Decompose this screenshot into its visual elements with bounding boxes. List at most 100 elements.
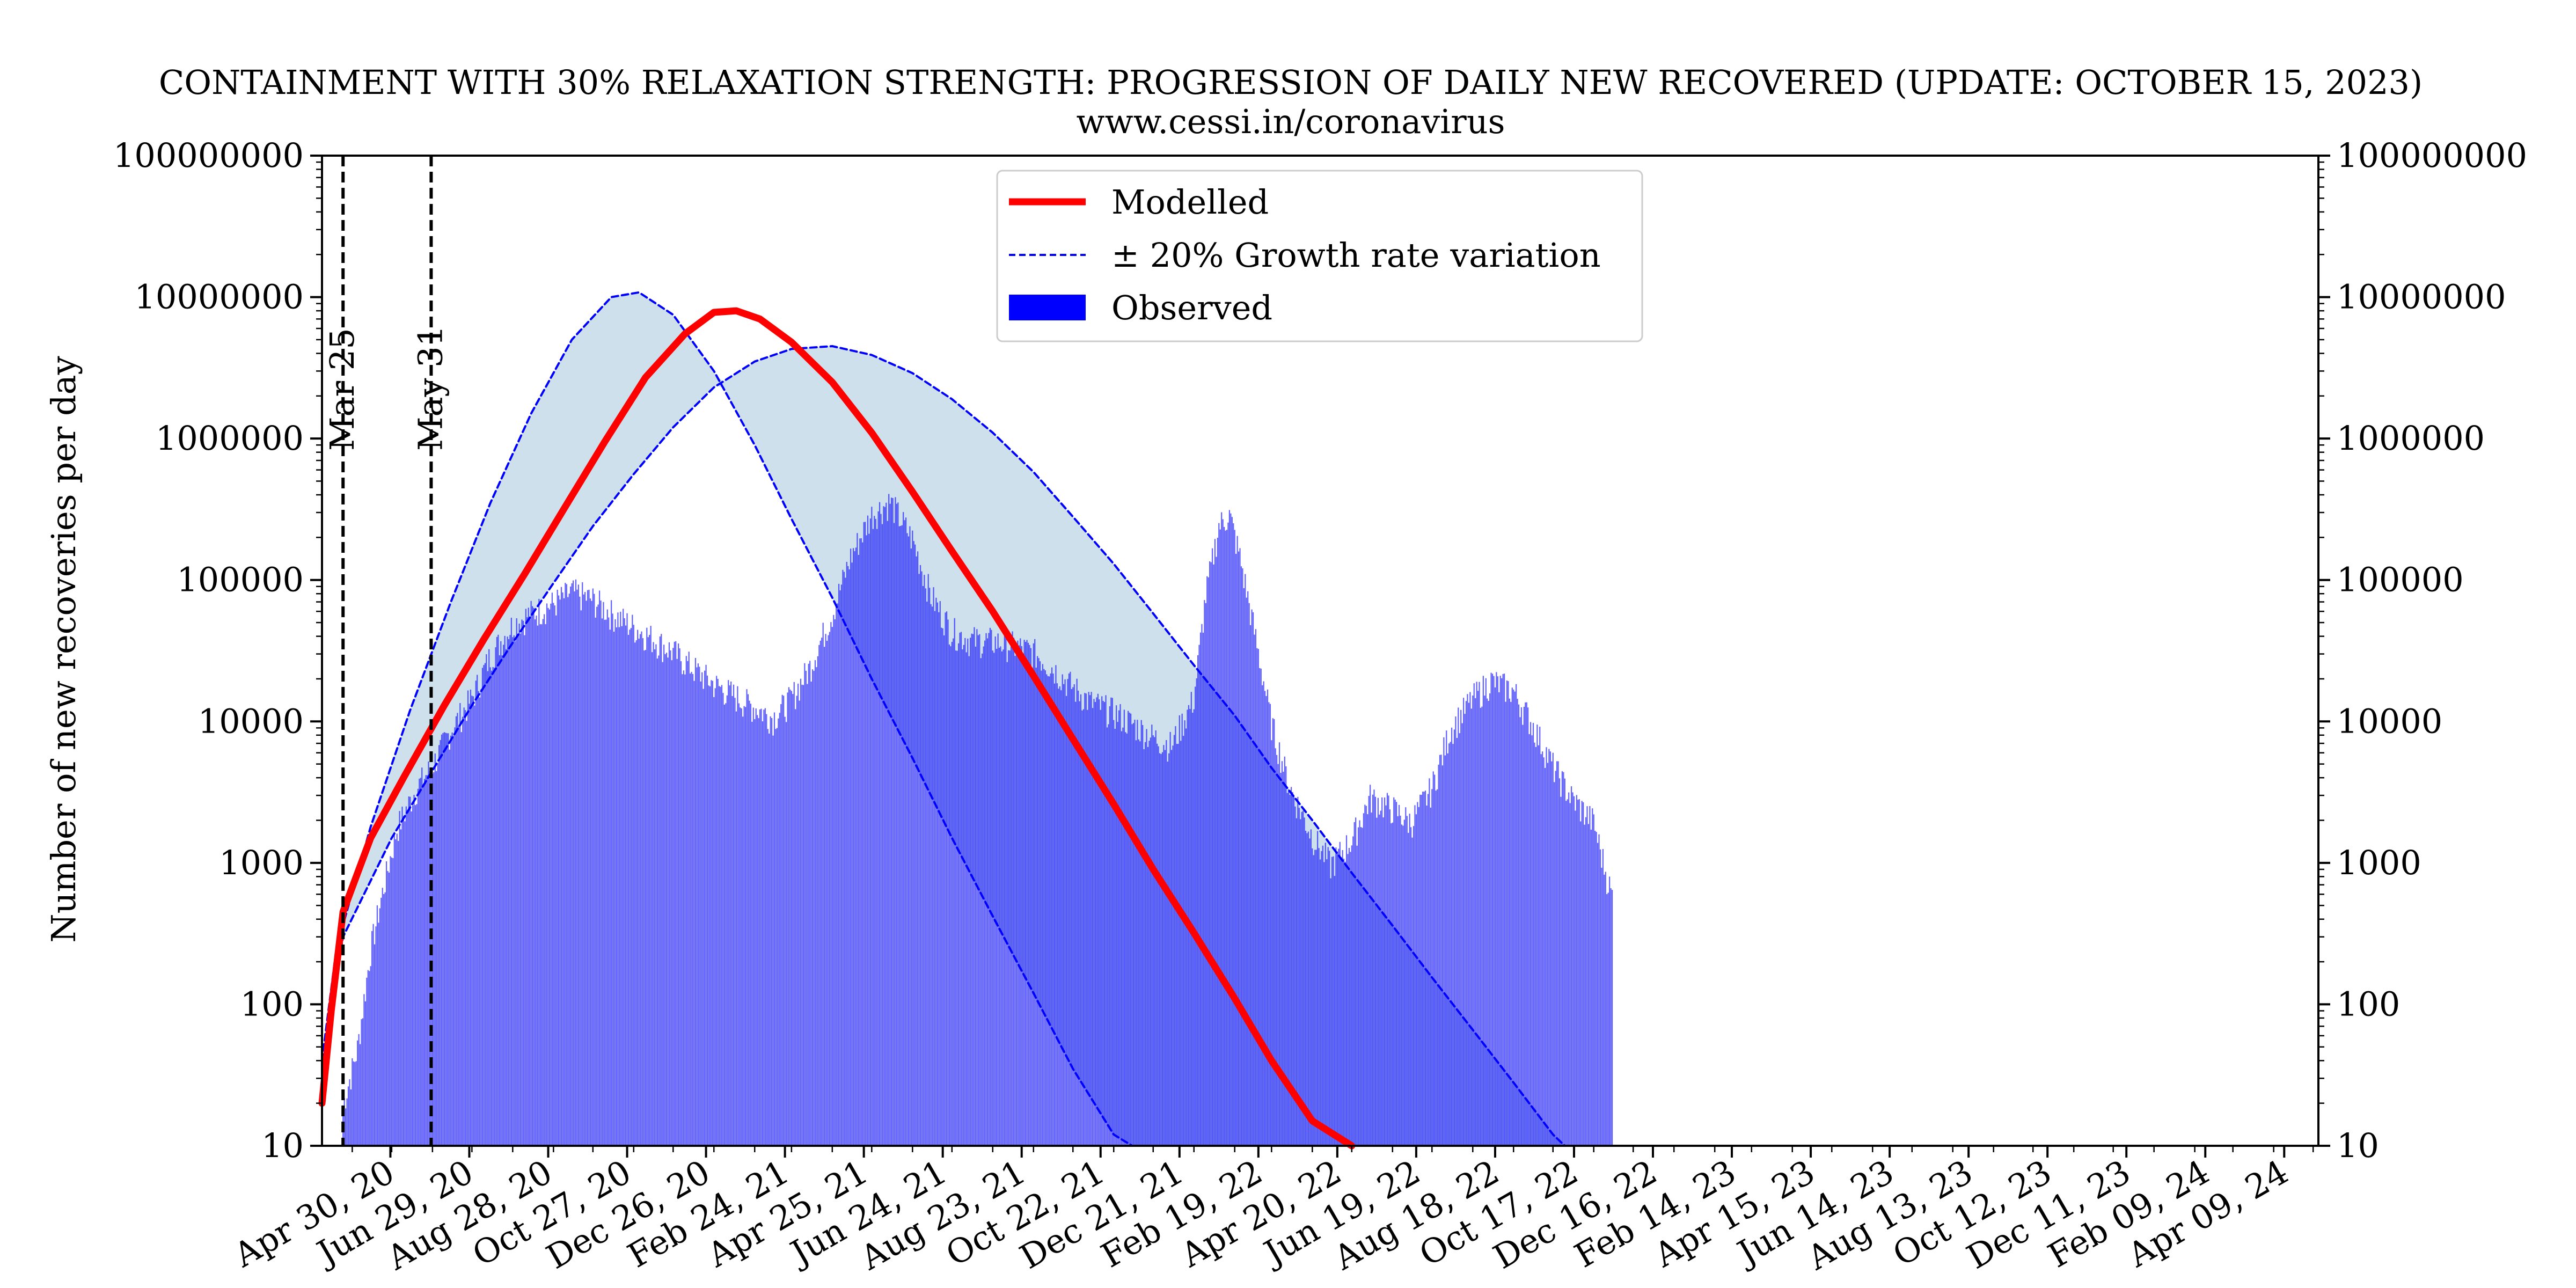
observed-bar	[580, 610, 582, 1146]
observed-bar	[764, 708, 766, 1146]
observed-bar	[1280, 773, 1282, 1146]
observed-bar	[1352, 836, 1354, 1146]
observed-bar	[1506, 680, 1508, 1146]
observed-bar	[1577, 800, 1579, 1146]
y-tick-label-right: 100000	[2337, 560, 2464, 599]
observed-bar	[930, 604, 932, 1146]
observed-bar	[597, 604, 599, 1146]
observed-bar	[787, 692, 788, 1146]
observed-bar	[501, 655, 503, 1146]
observed-bar	[1484, 696, 1485, 1146]
observed-bar	[864, 522, 866, 1146]
observed-bar	[1226, 530, 1228, 1146]
modelled-line	[318, 307, 1356, 1150]
observed-bar	[676, 658, 678, 1146]
observed-bar	[601, 618, 603, 1146]
observed-bar	[931, 606, 933, 1146]
observed-bar	[876, 529, 878, 1146]
observed-bar	[1427, 794, 1429, 1146]
observed-bar	[725, 703, 727, 1146]
observed-bar	[948, 644, 950, 1146]
observed-bar	[683, 670, 685, 1146]
observed-bar	[1312, 848, 1313, 1146]
observed-bar	[1480, 707, 1482, 1146]
observed-bar	[1570, 786, 1572, 1146]
observed-bar	[1573, 796, 1575, 1146]
observed-bar	[367, 970, 369, 1146]
observed-bar	[1389, 809, 1391, 1146]
observed-bar	[471, 696, 473, 1146]
observed-bar	[613, 632, 615, 1146]
observed-bar	[1198, 645, 1200, 1146]
observed-bar	[769, 733, 770, 1146]
observed-bar	[838, 583, 840, 1146]
observed-bar	[1268, 702, 1270, 1146]
observed-bar	[1151, 724, 1153, 1146]
observed-bar	[1419, 794, 1421, 1146]
observed-bar	[433, 772, 435, 1146]
observed-bar	[983, 646, 984, 1146]
observed-bar	[392, 858, 394, 1146]
observed-bar	[947, 619, 949, 1146]
observed-bar	[1522, 724, 1524, 1146]
observed-bar	[1034, 639, 1036, 1146]
observed-bar	[1058, 689, 1059, 1146]
observed-bar	[555, 615, 557, 1146]
observed-bar	[1204, 600, 1205, 1146]
observed-bar	[604, 620, 605, 1146]
observed-bar	[1276, 755, 1278, 1146]
observed-bar	[1243, 588, 1245, 1146]
observed-bar	[399, 811, 400, 1146]
observed-bar	[1459, 733, 1460, 1146]
observed-bar	[1519, 717, 1521, 1146]
vertical-line-label-1: Mar 25	[323, 328, 362, 451]
observed-bar	[1055, 665, 1057, 1146]
observed-bar	[1117, 722, 1118, 1146]
observed-bar	[1289, 795, 1291, 1146]
observed-bar	[986, 638, 989, 1146]
observed-bar	[1393, 797, 1395, 1146]
observed-bar	[1315, 850, 1317, 1146]
legend-box	[996, 170, 1643, 342]
observed-bar	[1313, 855, 1314, 1146]
observed-bar	[1017, 640, 1019, 1146]
observed-bar	[994, 636, 996, 1146]
observed-bar	[449, 749, 450, 1146]
observed-bar	[1160, 753, 1162, 1146]
observed-bar	[1376, 817, 1378, 1146]
observed-bar	[1015, 651, 1018, 1146]
observed-bar	[1020, 638, 1021, 1146]
observed-bar	[588, 589, 590, 1146]
observed-bar	[913, 541, 914, 1146]
series-lines	[318, 291, 1566, 1150]
observed-bar	[888, 494, 890, 1146]
observed-bar	[1272, 718, 1274, 1146]
observed-bar	[426, 775, 428, 1146]
y-tick-label-left: 100000000	[113, 136, 304, 175]
observed-bar	[1421, 794, 1422, 1146]
observed-bar	[956, 650, 958, 1146]
observed-bar	[480, 689, 482, 1146]
observed-bar	[1592, 808, 1593, 1146]
observed-bar	[1593, 814, 1594, 1146]
observed-bar	[1260, 668, 1262, 1146]
observed-bar	[1465, 701, 1467, 1146]
observed-bar	[1599, 849, 1601, 1146]
observed-bar	[1360, 827, 1362, 1146]
observed-bar	[749, 700, 750, 1146]
observed-bar	[728, 680, 729, 1146]
observed-bar	[1343, 858, 1345, 1146]
observed-bar	[1347, 854, 1349, 1146]
observed-bar	[398, 840, 399, 1146]
observed-bar	[1590, 829, 1592, 1146]
observed-bar	[1096, 697, 1097, 1146]
observed-bar	[611, 600, 612, 1146]
observed-bar	[1350, 852, 1351, 1146]
observed-bar	[521, 619, 523, 1146]
observed-bar	[1142, 724, 1144, 1146]
observed-bar	[1027, 642, 1029, 1146]
observed-bar	[1329, 851, 1330, 1146]
observed-bar	[1211, 548, 1213, 1146]
observed-bar	[419, 778, 420, 1146]
observed-bar	[991, 630, 992, 1146]
